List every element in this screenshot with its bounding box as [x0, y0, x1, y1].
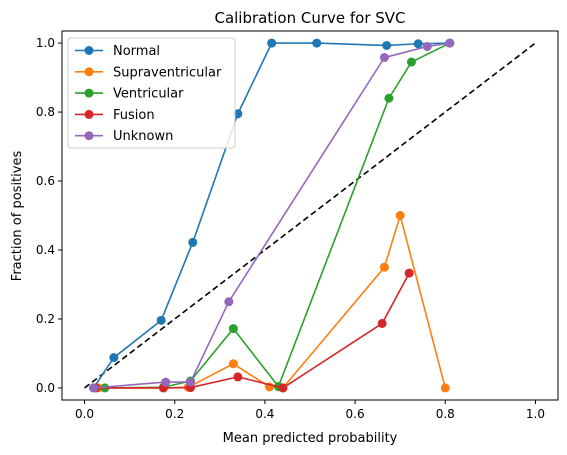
data-point-fusion	[233, 372, 243, 382]
legend-marker-ventricular	[84, 88, 94, 98]
data-point-supraventricular	[440, 383, 450, 393]
data-point-normal	[233, 109, 243, 119]
legend-marker-fusion	[84, 109, 94, 119]
data-point-unknown	[422, 42, 432, 52]
plot-area	[84, 38, 536, 393]
x-axis-label: Mean predicted probability	[223, 431, 398, 446]
data-point-supraventricular	[395, 211, 405, 220]
y-axis: 0.0 0.2 0.4 0.6 0.8 1.0	[36, 36, 62, 395]
legend-label-ventricular: Ventricular	[113, 87, 184, 102]
data-point-unknown	[379, 53, 389, 63]
series-unknown	[89, 38, 455, 393]
series-line-ventricular	[104, 42, 451, 389]
plot-frame	[61, 30, 559, 401]
legend-label-fusion: Fusion	[113, 108, 155, 123]
data-point-fusion	[404, 268, 414, 278]
legend: Normal Supraventricular Ventricular Fusion U…	[67, 37, 236, 149]
legend-marker-normal	[84, 46, 94, 55]
series-line-normal	[92, 42, 450, 389]
data-point-normal	[109, 353, 119, 363]
data-point-fusion	[278, 383, 288, 393]
x-axis: 0.0 0.2 0.4 0.6 0.8 1.0	[75, 400, 545, 421]
data-point-normal	[312, 38, 322, 48]
data-point-normal	[267, 38, 277, 48]
legend-label-supraventricular: Supraventricular	[113, 65, 222, 80]
data-point-unknown	[186, 377, 196, 387]
legend-marker-supraventricular	[84, 67, 94, 77]
y-tick-label: 0.6	[36, 174, 55, 188]
data-point-unknown	[445, 38, 455, 48]
legend-label-normal: Normal	[113, 44, 160, 59]
data-point-ventricular	[406, 57, 416, 67]
data-point-normal	[382, 40, 392, 50]
x-tick-label: 1.0	[526, 407, 545, 421]
data-point-supraventricular	[379, 262, 389, 272]
data-point-normal	[188, 237, 198, 247]
data-point-normal	[413, 39, 423, 49]
y-tick-label: 1.0	[36, 36, 55, 50]
data-point-ventricular	[384, 93, 394, 103]
data-point-unknown	[89, 383, 99, 393]
legend-marker-unknown	[84, 131, 94, 141]
data-point-unknown	[161, 377, 171, 387]
legend-label-unknown: Unknown	[113, 129, 173, 144]
x-tick-label: 0.6	[346, 407, 365, 421]
y-axis-label: Fraction of positives	[10, 151, 25, 282]
data-point-fusion	[377, 318, 387, 328]
x-tick-label: 0.2	[165, 407, 184, 421]
data-point-unknown	[224, 297, 234, 307]
y-tick-label: 0.2	[36, 312, 55, 326]
y-tick-label: 0.0	[36, 381, 55, 395]
x-tick-label: 0.8	[436, 407, 455, 421]
data-point-normal	[156, 315, 166, 325]
legend-box	[67, 37, 236, 149]
data-point-supraventricular	[228, 359, 238, 369]
y-tick-label: 0.8	[36, 105, 55, 119]
data-point-ventricular	[228, 324, 238, 334]
y-tick-label: 0.4	[36, 243, 55, 257]
chart-title: Calibration Curve for SVC	[214, 9, 405, 27]
x-tick-label: 0.4	[255, 407, 274, 421]
x-tick-label: 0.0	[75, 407, 94, 421]
